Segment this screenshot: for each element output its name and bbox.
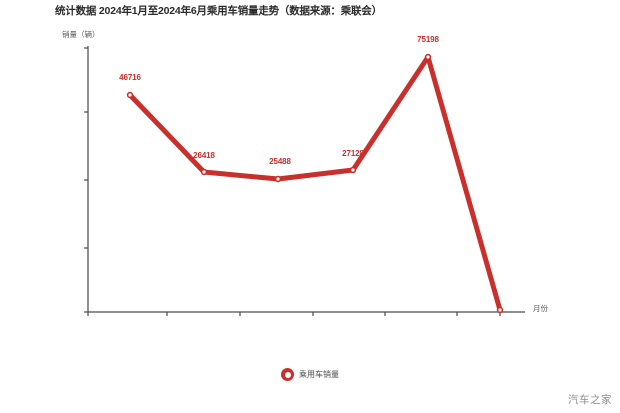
data-point-marker[interactable] bbox=[200, 168, 208, 176]
data-point-marker[interactable] bbox=[349, 166, 357, 174]
x-axis-title: 月份 bbox=[533, 304, 548, 313]
data-point-label: 27128 bbox=[342, 149, 364, 158]
data-point-label: 25488 bbox=[269, 157, 291, 166]
data-point-marker[interactable] bbox=[274, 175, 282, 183]
x-axis-ticks bbox=[87, 312, 501, 316]
legend-item-label: 乘用车销量 bbox=[299, 370, 339, 379]
series-markers bbox=[126, 53, 504, 314]
data-point-marker[interactable] bbox=[424, 53, 432, 61]
data-point-marker[interactable] bbox=[126, 91, 134, 99]
y-axis-title: 销量（辆） bbox=[62, 30, 100, 39]
data-point-label: 46716 bbox=[119, 73, 141, 82]
data-point-label: 75198 bbox=[417, 35, 439, 44]
chart-legend: 乘用车销量 bbox=[0, 368, 620, 381]
data-point-marker[interactable] bbox=[496, 306, 504, 314]
data-point-label: 26418 bbox=[193, 151, 215, 160]
series-line bbox=[127, 54, 503, 313]
chart-title: 统计数据 2024年1月至2024年6月乘用车销量走势（数据来源：乘联会） bbox=[55, 5, 382, 17]
legend-marker-icon bbox=[281, 368, 294, 381]
y-axis-ticks bbox=[84, 47, 88, 313]
watermark: 汽车之家 bbox=[568, 394, 612, 406]
